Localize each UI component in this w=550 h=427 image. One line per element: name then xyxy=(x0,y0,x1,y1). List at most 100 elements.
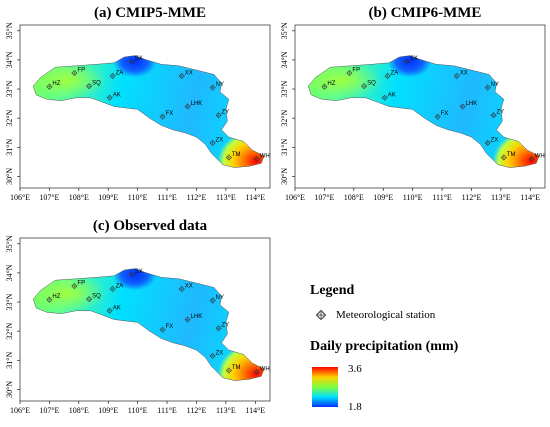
station-marker: HZ xyxy=(321,81,336,90)
station-marker: FX xyxy=(434,111,449,120)
station-marker: AK xyxy=(106,92,121,101)
lon-tick-label: 111°E xyxy=(157,193,177,202)
lat-tick-label: 35°N xyxy=(280,22,289,39)
station-label: FP xyxy=(77,68,85,74)
station-label: ZA xyxy=(116,70,124,76)
lon-tick-label: 113°E xyxy=(216,193,236,202)
station-marker: ZA xyxy=(109,283,124,292)
station-label: NY xyxy=(216,82,224,88)
lon-tick-label: 106°E xyxy=(10,406,30,415)
lon-tick-label: 112°E xyxy=(462,193,482,202)
station-marker: HZ xyxy=(46,81,61,90)
lon-tick-label: 111°E xyxy=(432,193,452,202)
legend-title: Legend xyxy=(310,283,355,298)
station-label: ZX xyxy=(216,350,224,356)
station-marker: TM xyxy=(500,152,516,161)
station-label: FX xyxy=(166,324,174,330)
station-label: NY xyxy=(216,295,224,301)
map-panel-b: 106°E 107°E 108°E 109°E 110°E 111°E 112°E 113°E… xyxy=(275,0,550,215)
station-label: LHK xyxy=(466,101,478,107)
station-label: WH xyxy=(535,153,545,159)
station-marker: SQ xyxy=(86,294,101,303)
station-label: SX xyxy=(135,269,143,275)
station-label: ZA xyxy=(391,70,399,76)
station-label: TM xyxy=(507,152,516,158)
station-label: XX xyxy=(460,70,468,76)
lat-tick-label: 30°N xyxy=(5,381,14,398)
lat-tick-label: 32°N xyxy=(5,109,14,126)
station-label: ZY xyxy=(222,110,230,116)
legend-box: Legend Meteorological station Daily prec… xyxy=(300,275,545,425)
legend-station-entry: Meteorological station xyxy=(316,309,435,321)
lon-tick-label: 112°E xyxy=(187,406,207,415)
lon-tick-label: 110°E xyxy=(128,406,148,415)
lon-tick-label: 111°E xyxy=(157,406,177,415)
axis-ticks: 106°E 107°E 108°E 109°E 110°E 111°E 112°E 113°E… xyxy=(5,22,265,202)
station-marker: NY xyxy=(209,82,224,91)
station-label: ZA xyxy=(116,283,124,289)
lon-tick-label: 107°E xyxy=(39,406,59,415)
lat-tick-label: 31°N xyxy=(5,139,14,156)
stations: HZ FP SQ ZA AK SX XX NY FX LHK ZY ZX TM WH xyxy=(46,56,270,162)
station-label: FX xyxy=(441,111,449,117)
lon-tick-label: 113°E xyxy=(491,193,511,202)
station-label: HZ xyxy=(52,294,60,300)
station-marker: FX xyxy=(159,111,173,120)
axis-ticks: 106°E 107°E 108°E 109°E 110°E 111°E 112°E 113°E… xyxy=(5,235,265,415)
axis-ticks: 106°E 107°E 108°E 109°E 110°E 111°E 112°E 113°E… xyxy=(280,22,540,202)
station-marker: XX xyxy=(453,70,468,79)
station-marker: TM xyxy=(225,365,240,374)
lat-tick-label: 30°N xyxy=(5,168,14,185)
station-label: SX xyxy=(135,56,143,62)
station-marker: XX xyxy=(178,70,193,79)
lon-tick-label: 114°E xyxy=(245,406,265,415)
lon-tick-label: 106°E xyxy=(10,193,30,202)
station-label: ZX xyxy=(216,137,224,143)
station-marker: NY xyxy=(484,82,499,91)
lon-tick-label: 108°E xyxy=(344,193,364,202)
lon-tick-label: 113°E xyxy=(216,406,236,415)
station-label: SQ xyxy=(92,294,101,300)
lat-tick-label: 35°N xyxy=(5,22,14,39)
lon-tick-label: 107°E xyxy=(314,193,334,202)
lat-tick-label: 33°N xyxy=(280,80,289,97)
lon-tick-label: 110°E xyxy=(128,193,148,202)
lon-tick-label: 108°E xyxy=(69,406,89,415)
station-marker: SX xyxy=(128,56,143,65)
station-label: SQ xyxy=(367,81,376,87)
station-marker: ZY xyxy=(490,110,504,119)
colorbar-min-label: 1.8 xyxy=(348,401,362,413)
lon-tick-label: 109°E xyxy=(98,193,118,202)
station-marker: FP xyxy=(346,68,360,77)
station-label: XX xyxy=(185,70,193,76)
station-marker: HZ xyxy=(46,294,61,303)
station-marker: WH xyxy=(528,153,545,162)
lat-tick-label: 30°N xyxy=(280,168,289,185)
panel-title: (b) CMIP6-MME xyxy=(369,5,482,21)
station-marker: FP xyxy=(71,281,85,290)
station-label: WH xyxy=(260,366,270,372)
lat-tick-label: 33°N xyxy=(5,80,14,97)
map-a: 106°E 107°E 108°E 109°E 110°E 111°E 112°E 113°E… xyxy=(5,5,271,202)
station-marker: SX xyxy=(403,56,418,65)
station-marker: WH xyxy=(253,153,270,162)
station-marker: ZA xyxy=(384,70,399,79)
station-marker: LHK xyxy=(459,101,478,110)
lat-tick-label: 31°N xyxy=(5,352,14,369)
station-label: AK xyxy=(388,92,396,98)
station-marker: LHK xyxy=(184,101,202,110)
station-marker: TM xyxy=(225,152,241,161)
station-label: TM xyxy=(232,152,241,158)
stations: HZ FP SQ ZA AK SX XX NY FX LHK ZY ZX TM WH xyxy=(46,269,270,375)
station-diamond-icon xyxy=(316,310,326,320)
colorbar-max-label: 3.6 xyxy=(348,363,362,375)
station-label: HZ xyxy=(327,81,335,87)
lat-tick-label: 33°N xyxy=(5,293,14,310)
lon-tick-label: 114°E xyxy=(245,193,265,202)
station-marker: FP xyxy=(71,68,85,77)
lon-tick-label: 112°E xyxy=(187,193,207,202)
station-marker: LHK xyxy=(184,314,202,323)
panel-title: (a) CMIP5-MME xyxy=(94,5,206,21)
station-marker: ZX xyxy=(209,137,224,146)
panel-title: (c) Observed data xyxy=(93,218,208,234)
